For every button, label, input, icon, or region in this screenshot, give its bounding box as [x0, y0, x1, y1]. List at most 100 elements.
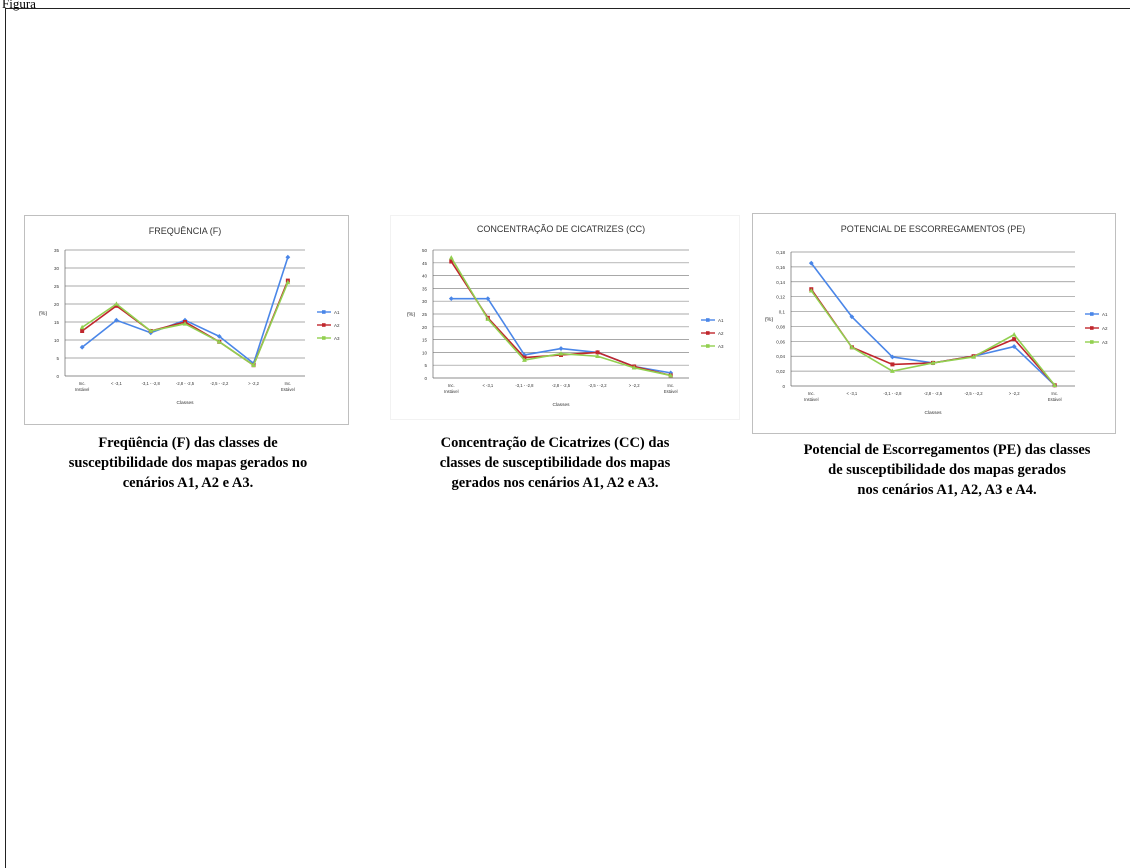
- legend-marker-a1: [322, 310, 326, 314]
- legend-label-a1: A1: [1102, 312, 1108, 317]
- data-point-a3: [114, 301, 119, 306]
- data-point-a3: [1052, 382, 1058, 388]
- data-point-a1: [1011, 344, 1017, 349]
- data-point-a1: [448, 296, 454, 302]
- legend-marker-a3: [322, 336, 326, 340]
- x-tick-label: -2,8 - -2,5: [176, 381, 195, 386]
- caption-line: nos cenários A1, A2, A3 e A4.: [857, 482, 1037, 498]
- data-point-a3: [216, 339, 222, 344]
- y-tick-label: 20: [422, 325, 428, 330]
- data-point-a1: [285, 254, 291, 260]
- x-tick-label: Inc.: [284, 381, 291, 386]
- data-point-a1: [890, 354, 895, 360]
- y-tick-label: 0: [424, 376, 427, 381]
- chart-svg: POTENCIAL DE ESCORREGAMENTOS (PE) 0 0,02 0,…: [765, 224, 1108, 416]
- caption-line: de susceptibilidade dos mapas gerados: [828, 462, 1066, 478]
- data-point-a3: [971, 354, 976, 359]
- data-point-a3: [182, 321, 188, 326]
- x-tick-label: Inc.: [79, 381, 86, 386]
- data-point-a1: [216, 334, 222, 339]
- data-point-a3: [285, 279, 291, 285]
- x-tick-label: Inc.: [667, 383, 674, 388]
- y-tick-label: 0,14: [776, 280, 785, 285]
- caption-line: gerados nos cenários A1, A2 e A3.: [451, 475, 659, 491]
- x-tick-label: -2,8 - -2,5: [552, 383, 571, 388]
- x-tick-label: -3,1 - -2,8: [883, 391, 902, 396]
- x-tick-label: > -2,2: [1009, 391, 1020, 396]
- data-point-a3: [448, 255, 454, 260]
- y-tick-label: 30: [422, 299, 428, 304]
- caption-line: Concentração de Cicatrizes (CC) das: [440, 435, 670, 451]
- x-tick-label: > -2,2: [248, 381, 259, 386]
- y-tick-label: 50: [422, 248, 428, 253]
- data-point-a1: [485, 296, 491, 302]
- x-tick-label: Inc.: [808, 391, 815, 396]
- x-tick-label: Estável: [664, 389, 678, 394]
- x-tick-label: -2,5 - -2,2: [210, 381, 229, 386]
- caption-concentracao: Concentração de Cicatrizes (CC) das clas…: [395, 433, 715, 493]
- x-tick-label: -3,1 - -2,8: [515, 383, 534, 388]
- x-tick-label: Instável: [804, 397, 819, 402]
- chart-svg: FREQUÊNCIA (F)05101520253035(%)Inc.Instá…: [39, 226, 340, 406]
- y-tick-label: 45: [422, 261, 428, 266]
- series-line-a1: [81, 256, 289, 365]
- x-tick-label: > -2,2: [629, 383, 640, 388]
- x-tick-label: -2,5 - -2,2: [964, 391, 983, 396]
- data-point-a3: [558, 351, 564, 356]
- legend-label-a1: A1: [718, 318, 724, 323]
- y-tick-label: 35: [54, 248, 60, 253]
- x-tick-label: -3,1 - -2,8: [142, 381, 161, 386]
- legend-label-a3: A3: [334, 336, 340, 341]
- series-line-a1: [451, 297, 671, 374]
- legend-marker-a1: [706, 318, 710, 322]
- y-tick-label: 0: [782, 384, 785, 389]
- y-tick-label: 5: [424, 363, 427, 368]
- figure-label: Figura: [2, 0, 36, 11]
- chart-title: FREQUÊNCIA (F): [149, 226, 222, 236]
- legend-label-a3: A3: [1102, 340, 1108, 345]
- legend-label-a2: A2: [334, 323, 340, 328]
- y-tick-label: 0,12: [776, 295, 785, 300]
- y-axis-label: (%): [407, 312, 416, 318]
- legend-label-a2: A2: [718, 331, 724, 336]
- x-tick-label: < -3,1: [111, 381, 122, 386]
- x-tick-label: Estável: [281, 387, 295, 392]
- y-tick-label: 0,16: [776, 265, 785, 270]
- x-tick-label: < -3,1: [482, 383, 493, 388]
- x-axis-label: Classes: [176, 400, 194, 406]
- data-point-a3: [522, 357, 527, 362]
- x-tick-label: -2,8 - -2,5: [924, 391, 943, 396]
- legend-marker-a2: [706, 331, 710, 335]
- data-point-a3: [595, 353, 600, 359]
- series-line-a2: [450, 261, 671, 377]
- data-point-a3: [485, 316, 491, 321]
- data-point-a3: [1011, 332, 1017, 337]
- x-tick-label: Instável: [444, 389, 459, 394]
- y-tick-label: 5: [56, 356, 59, 361]
- data-point-a3: [251, 362, 256, 367]
- y-tick-label: 40: [422, 274, 428, 279]
- y-tick-label: 0: [56, 374, 59, 379]
- figure-frame: [5, 8, 1130, 868]
- legend-label-a1: A1: [334, 310, 340, 315]
- y-tick-label: 25: [54, 284, 60, 289]
- data-point-a1: [849, 314, 855, 320]
- y-tick-label: 10: [422, 350, 428, 355]
- y-axis-label: (%): [765, 317, 774, 323]
- caption-line: Potencial de Escorregamentos (PE) das cl…: [803, 442, 1091, 458]
- data-point-a3: [930, 360, 936, 365]
- caption-line: classes de susceptibilidade dos mapas: [439, 455, 671, 471]
- chart-frequencia: FREQUÊNCIA (F) 0 5 10 15 20 25 30 35 (%) Inc. Instá…: [24, 215, 349, 425]
- chart-concentracao-cicatrizes: CONCENTRAÇÃO DE CICATRIZES (CC) 0 5 10 15 20 2…: [390, 215, 740, 420]
- data-point-a2: [449, 259, 454, 264]
- x-axis-label: Classes: [552, 402, 570, 408]
- data-point-a3: [79, 324, 85, 330]
- caption-frequencia: Freqüência (F) das classes de susceptibi…: [28, 433, 348, 493]
- data-point-a2: [80, 329, 85, 333]
- caption-line: Freqüência (F) das classes de: [98, 435, 278, 451]
- legend-marker-a2: [1090, 326, 1094, 330]
- data-point-a2: [890, 362, 895, 367]
- y-axis-label: (%): [39, 311, 48, 317]
- data-point-a3: [668, 372, 674, 378]
- data-point-a1: [114, 317, 119, 323]
